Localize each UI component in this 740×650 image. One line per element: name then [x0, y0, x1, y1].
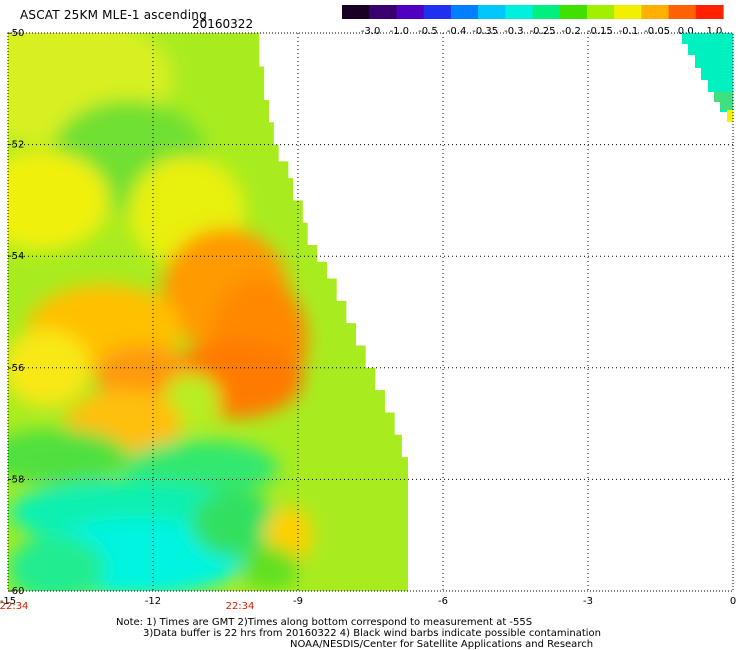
- colorbar-swatch: [614, 5, 642, 19]
- field-patch: [240, 546, 298, 591]
- colorbar-label: -0.25: [530, 26, 556, 37]
- colorbar-label: -0.3: [504, 26, 524, 37]
- colorbar-swatch: [423, 5, 452, 19]
- field-patch: [191, 490, 279, 558]
- time-labels: 22:34 22:34: [0, 601, 254, 612]
- y-tick-label: -56: [8, 363, 24, 374]
- colorbar-label: 0.0: [678, 26, 694, 37]
- colorbar-label: -0.4: [447, 26, 467, 37]
- colorbar-label: -0.15: [587, 26, 613, 37]
- y-tick-label: -52: [8, 140, 24, 151]
- field-patch: [8, 535, 105, 591]
- colorbar-swatch: [695, 5, 724, 19]
- colorbar-label: -0.35: [472, 26, 498, 37]
- colorbar-swatch: [641, 5, 670, 19]
- field-base-right: [682, 33, 733, 122]
- colorbar-label: -1.0: [390, 26, 410, 37]
- y-tick-label: -58: [8, 474, 24, 485]
- colorbar-label: -0.1: [619, 26, 639, 37]
- field-patch: [8, 150, 110, 251]
- colorbar-label: -0.5: [418, 26, 438, 37]
- colorbar-swatch: [450, 5, 479, 19]
- note-line-1: Note: 1) Times are GMT 2)Times along bot…: [116, 617, 533, 628]
- field-patch-right: [714, 92, 733, 110]
- colorbar-swatch: [532, 5, 561, 19]
- colorbar-label: -3.0: [361, 26, 381, 37]
- frame-border: [7, 32, 734, 592]
- colorbar-swatch: [478, 5, 506, 19]
- data-swath-right: [682, 33, 733, 122]
- x-tick-label: -3: [583, 596, 593, 607]
- x-tick-label: -6: [438, 596, 448, 607]
- field-patch: [8, 328, 91, 407]
- time-label: 22:34: [0, 601, 28, 612]
- data-swath-left: [8, 33, 408, 591]
- field-blobs: [8, 33, 313, 591]
- grid-lines: [8, 33, 733, 591]
- colorbar: -3.0 -1.0 -0.5 -0.4 -0.35 -0.3 -0.25 -0.2 -0.15-…: [342, 5, 724, 37]
- colorbar-swatch: [559, 5, 588, 19]
- plot-frame: [7, 32, 734, 592]
- x-tick-label: -12: [145, 596, 161, 607]
- chart-date: 20160322: [192, 17, 254, 31]
- x-tick-label: -9: [293, 596, 303, 607]
- y-tick-label: -50: [8, 28, 24, 39]
- field-patch-right: [727, 110, 733, 122]
- colorbar-swatch: [369, 5, 398, 19]
- y-tick-label: -60: [8, 586, 24, 597]
- colorbar-label: -0.05: [644, 26, 670, 37]
- y-tick-label: -54: [8, 251, 24, 262]
- colorbar-swatch: [586, 5, 615, 19]
- note-line-2: 3)Data buffer is 22 hrs from 20160322 4)…: [143, 628, 601, 639]
- colorbar-label: 1.0: [706, 26, 722, 37]
- time-label: 22:34: [226, 601, 255, 612]
- x-tick-label: -15: [0, 596, 16, 607]
- field-patch: [8, 429, 129, 485]
- note-line-3: NOAA/NESDIS/Center for Satellite Applica…: [290, 639, 594, 650]
- colorbar-swatch: [396, 5, 425, 19]
- chart-title: ASCAT 25KM MLE-1 ascending: [20, 8, 207, 22]
- colorbar-swatch: [505, 5, 534, 19]
- colorbar-label: -0.2: [561, 26, 581, 37]
- colorbar-swatch: [668, 5, 697, 19]
- x-tick-label: 0: [730, 596, 736, 607]
- x-axis-labels: -15 -12 -9 -6 -3 0: [0, 596, 736, 607]
- y-axis-labels: -50 -52 -54 -56 -58 -60: [8, 28, 24, 597]
- colorbar-swatch: [342, 5, 370, 19]
